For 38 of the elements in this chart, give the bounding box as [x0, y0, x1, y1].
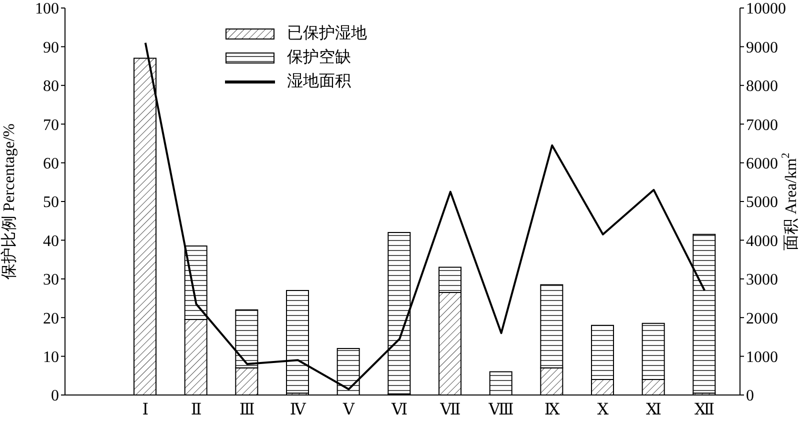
x-tick-label: Ⅱ [190, 401, 202, 418]
legend-label: 湿地面积 [287, 72, 351, 92]
y-tick-label: 40 [43, 232, 59, 250]
y-tick-label: 10 [43, 348, 59, 366]
x-tick-label: Ⅺ [646, 401, 662, 418]
y2-tick-label: 9000 [746, 39, 778, 56]
y-tick-label: 70 [43, 116, 59, 134]
x-tick-label: Ⅹ [597, 401, 610, 418]
x-tick-label: Ⅸ [544, 401, 560, 418]
y-axis-title: 保护比例 Percentage/% [0, 124, 18, 280]
x-tick-label: Ⅶ [439, 401, 461, 418]
y2-tick-label: 4000 [746, 232, 778, 250]
legend-label: 保护空缺 [287, 48, 351, 68]
y-tick-label: 60 [43, 155, 59, 172]
x-tick-label: Ⅵ [390, 401, 408, 418]
y2-tick-label: 0 [746, 388, 754, 405]
y2-tick-label: 1000 [746, 348, 778, 366]
y-tick-label: 80 [43, 78, 59, 96]
x-tick-label: Ⅷ [488, 401, 514, 418]
y2-tick-label: 5000 [746, 194, 778, 212]
y-tick-label: 100 [35, 0, 59, 18]
x-tick-label: Ⅴ [342, 401, 355, 418]
x-tick-label: Ⅲ [239, 401, 255, 418]
y-tick-label: 0 [51, 388, 59, 405]
y-tick-label: 90 [43, 39, 59, 56]
legend-label: 已保护湿地 [287, 24, 367, 44]
x-tick-label: Ⅰ [142, 401, 149, 418]
y-tick-label: 30 [43, 272, 59, 289]
x-tick-label: Ⅻ [694, 401, 715, 418]
y-tick-label: 20 [43, 310, 59, 328]
x-tick-label: Ⅳ [290, 401, 307, 418]
y-tick-label: 50 [43, 194, 59, 212]
y2-tick-label: 2000 [746, 310, 778, 328]
y2-tick-label: 7000 [746, 116, 778, 134]
y2-tick-label: 6000 [746, 155, 778, 172]
y2-tick-label: 8000 [746, 78, 778, 96]
y2-tick-label: 3000 [746, 272, 778, 289]
y2-tick-label: 10000 [746, 0, 786, 18]
